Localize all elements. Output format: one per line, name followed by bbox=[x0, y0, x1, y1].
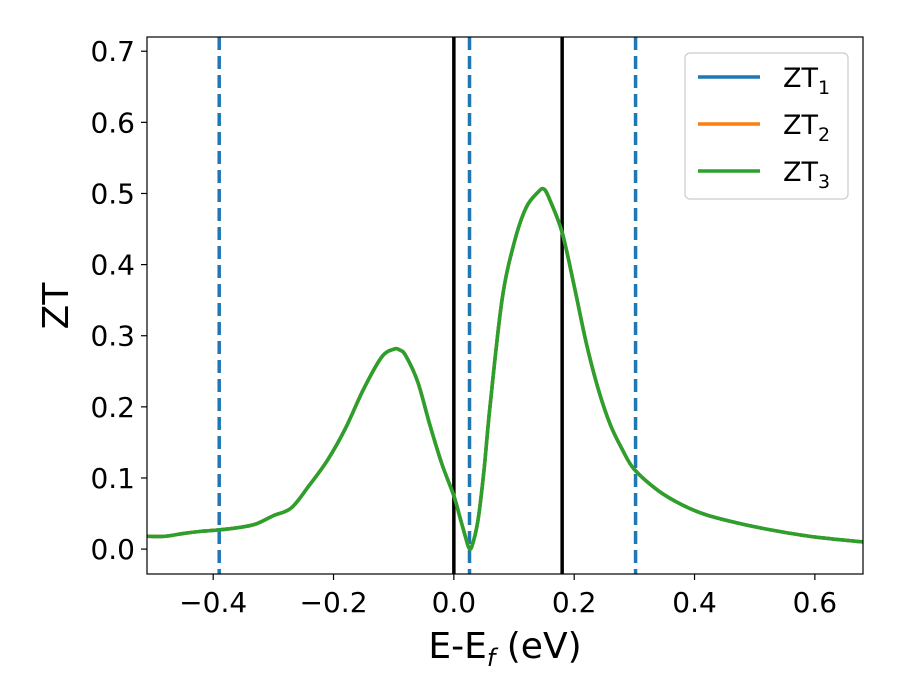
x-axis-title-unit: (eV) bbox=[495, 626, 581, 667]
y-tick-label: 0.4 bbox=[90, 249, 135, 282]
x-tick-label: 0.0 bbox=[432, 586, 477, 619]
y-tick-label: 0.6 bbox=[90, 106, 135, 139]
y-tick-label: 0.7 bbox=[90, 35, 135, 68]
plot-area bbox=[147, 37, 863, 574]
x-tick-label: −0.4 bbox=[179, 586, 247, 619]
legend-label-zt3: ZT3 bbox=[783, 157, 830, 193]
axes: −0.4 −0.2 0.0 0.2 0.4 0.6 0.0 0.1 0.2 0.3 0.4 0.5 0.… bbox=[90, 35, 864, 619]
y-tick-label: 0.0 bbox=[90, 533, 135, 566]
legend-label-zt3-sub: 3 bbox=[818, 171, 830, 193]
plot-contents bbox=[147, 37, 863, 574]
y-tick-label: 0.3 bbox=[90, 320, 135, 353]
legend-label-zt1-sub: 1 bbox=[818, 77, 830, 99]
x-tick-label: 0.4 bbox=[672, 586, 717, 619]
legend-label-zt2-main: ZT bbox=[783, 110, 818, 141]
legend-entry-zt3: ZT3 bbox=[698, 157, 830, 193]
legend-label-zt1: ZT1 bbox=[783, 63, 830, 99]
legend-label-zt1-main: ZT bbox=[783, 63, 818, 94]
x-tick-label: −0.2 bbox=[300, 586, 368, 619]
y-tick-label: 0.1 bbox=[90, 462, 135, 495]
x-tick-label: 0.6 bbox=[793, 586, 838, 619]
legend-label-zt2-sub: 2 bbox=[818, 124, 830, 146]
series-line-zt3 bbox=[147, 186, 863, 551]
legend-label-zt3-main: ZT bbox=[783, 157, 818, 188]
x-tick-label: 0.2 bbox=[552, 586, 597, 619]
axes-frame bbox=[146, 36, 864, 575]
legend-entry-zt2: ZT2 bbox=[698, 110, 830, 146]
y-tick-label: 0.5 bbox=[90, 177, 135, 210]
y-tick-label: 0.2 bbox=[90, 391, 135, 424]
x-axis-title-main: E-E bbox=[428, 626, 486, 667]
y-axis-title: ZT bbox=[36, 282, 77, 330]
legend-entry-zt1: ZT1 bbox=[698, 63, 830, 99]
x-axis-title: E-Ef (eV) bbox=[428, 626, 581, 672]
legend: ZT1 ZT2 ZT3 bbox=[684, 52, 849, 200]
legend-label-zt2: ZT2 bbox=[783, 110, 830, 146]
legend-frame bbox=[684, 52, 849, 200]
